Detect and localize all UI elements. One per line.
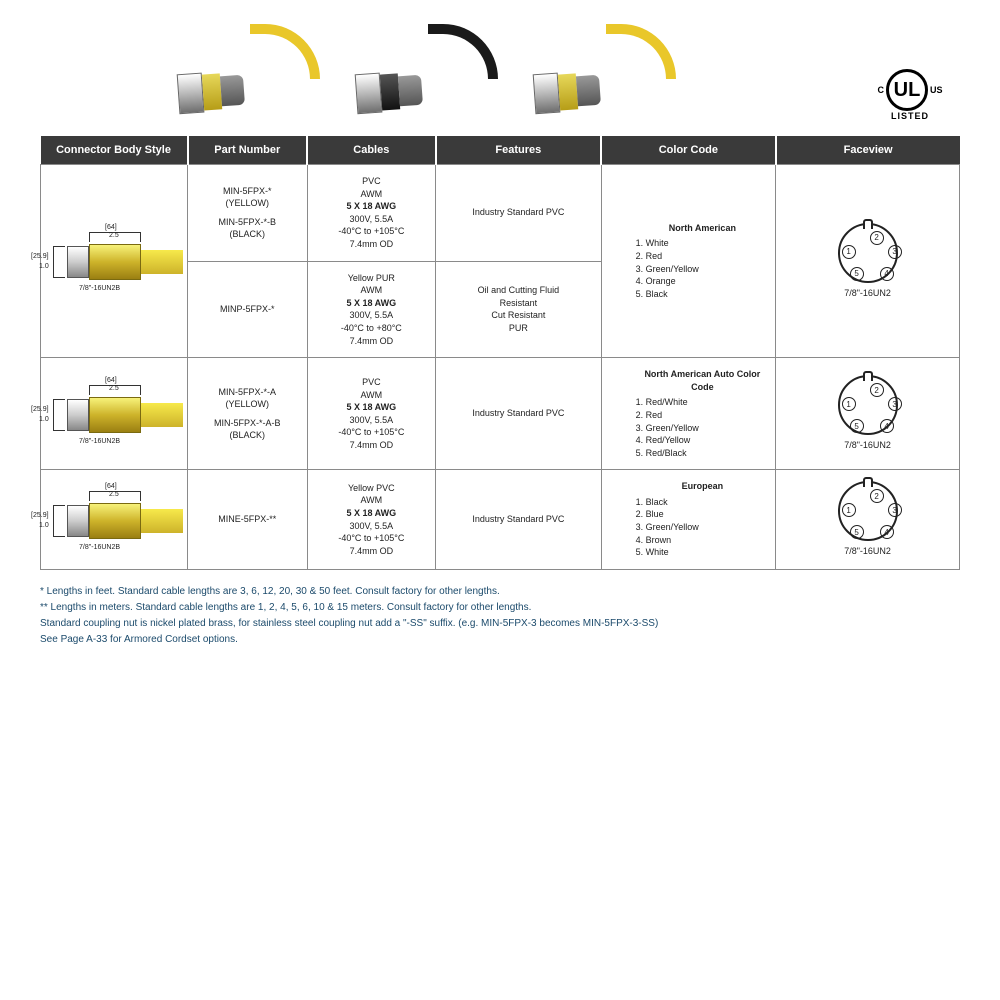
features-cell: Industry Standard PVC xyxy=(436,165,601,262)
features-cell: Industry Standard PVC xyxy=(436,470,601,570)
ul-listed-text: LISTED xyxy=(891,111,929,121)
faceview-diagram: 23451 7/8"-16UN2 xyxy=(782,481,953,558)
footnote-line: See Page A-33 for Armored Cordset option… xyxy=(40,632,960,648)
footnote-line: Standard coupling nut is nickel plated b… xyxy=(40,616,960,632)
features-cell: Oil and Cutting FluidResistantCut Resist… xyxy=(436,261,601,358)
table-row: [64] 2.5 [25.9] 1.0 7/8"-16UN2B MIN-5FPX… xyxy=(41,358,960,470)
cable-cell: PVCAWM5 X 18 AWG300V, 5.5A-40°C to +105°… xyxy=(307,165,436,262)
product-photo-row: C UL US LISTED xyxy=(160,20,960,130)
part-number-cell: MINP-5FPX-* xyxy=(188,261,307,358)
colorcode-cell: European1. Black2. Blue3. Green/Yellow4.… xyxy=(601,470,776,570)
faceview-cell: 23451 7/8"-16UN2 xyxy=(776,358,960,470)
col-header: Cables xyxy=(307,136,436,165)
product-photo-yellow-2 xyxy=(516,20,686,130)
col-header: Faceview xyxy=(776,136,960,165)
faceview-diagram: 23451 7/8"-16UN2 xyxy=(782,375,953,452)
cable-cell: Yellow PVCAWM5 X 18 AWG300V, 5.5A-40°C t… xyxy=(307,470,436,570)
faceview-diagram: 23451 7/8"-16UN2 xyxy=(782,223,953,300)
table-header-row: Connector Body StylePart NumberCablesFea… xyxy=(41,136,960,165)
ul-listed-badge: C UL US LISTED xyxy=(870,60,950,130)
ul-us: US xyxy=(930,85,943,95)
col-header: Part Number xyxy=(188,136,307,165)
col-header: Features xyxy=(436,136,601,165)
faceview-cell: 23451 7/8"-16UN2 xyxy=(776,165,960,358)
colorcode-cell: North American1. White2. Red3. Green/Yel… xyxy=(601,165,776,358)
col-header: Connector Body Style xyxy=(41,136,188,165)
part-number-cell: MIN-5FPX-*(YELLOW)MIN-5FPX-*-B(BLACK) xyxy=(188,165,307,262)
features-cell: Industry Standard PVC xyxy=(436,358,601,470)
col-header: Color Code xyxy=(601,136,776,165)
connector-diagram: [64] 2.5 [25.9] 1.0 7/8"-16UN2B xyxy=(49,379,179,449)
colorcode-cell: North American Auto Color Code1. Red/Whi… xyxy=(601,358,776,470)
table-row: [64] 2.5 [25.9] 1.0 7/8"-16UN2B MIN-5FPX… xyxy=(41,165,960,262)
part-number-cell: MINE-5FPX-** xyxy=(188,470,307,570)
ul-circle-icon: UL xyxy=(886,69,928,111)
spec-table: Connector Body StylePart NumberCablesFea… xyxy=(40,136,960,570)
connector-diagram: [64] 2.5 [25.9] 1.0 7/8"-16UN2B xyxy=(49,226,179,296)
footnotes: * Lengths in feet. Standard cable length… xyxy=(40,584,960,648)
product-photo-yellow-1 xyxy=(160,20,330,130)
cable-cell: Yellow PURAWM5 X 18 AWG300V, 5.5A-40°C t… xyxy=(307,261,436,358)
product-photo-black xyxy=(338,20,508,130)
table-row: [64] 2.5 [25.9] 1.0 7/8"-16UN2B MINE-5FP… xyxy=(41,470,960,570)
footnote-line: ** Lengths in meters. Standard cable len… xyxy=(40,600,960,616)
ul-c: C xyxy=(877,85,884,95)
cable-cell: PVCAWM5 X 18 AWG300V, 5.5A-40°C to +105°… xyxy=(307,358,436,470)
part-number-cell: MIN-5FPX-*-A(YELLOW)MIN-5FPX-*-A-B(BLACK… xyxy=(188,358,307,470)
faceview-cell: 23451 7/8"-16UN2 xyxy=(776,470,960,570)
connector-diagram: [64] 2.5 [25.9] 1.0 7/8"-16UN2B xyxy=(49,485,179,555)
footnote-line: * Lengths in feet. Standard cable length… xyxy=(40,584,960,600)
